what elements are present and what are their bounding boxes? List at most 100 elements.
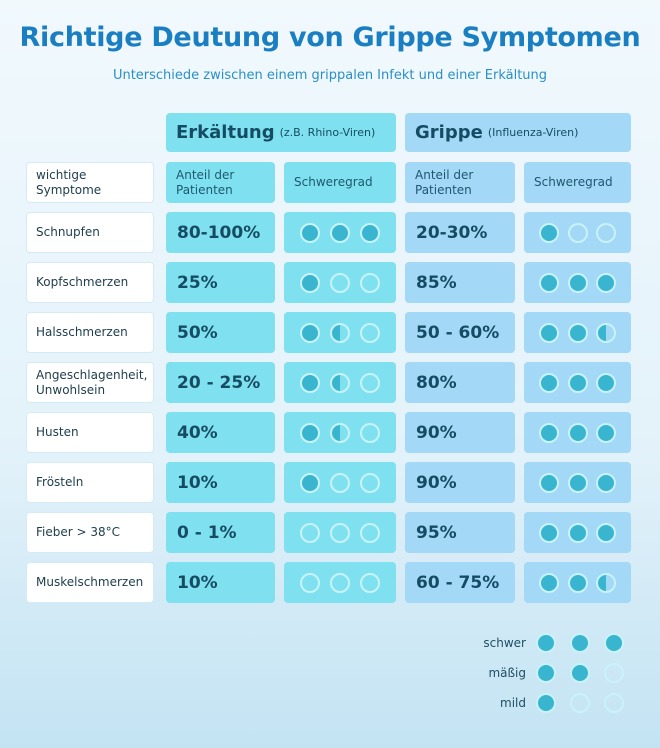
severity-dot-full <box>300 372 320 393</box>
cold-share: 25% <box>166 262 275 303</box>
severity-dot-full <box>538 322 559 343</box>
severity-dot-full <box>536 633 556 653</box>
header-flu-severity: Schweregrad <box>524 162 631 203</box>
severity-dot-full <box>567 572 588 593</box>
cold-share: 80-100% <box>166 212 275 253</box>
legend-dots <box>536 633 624 653</box>
flu-share: 85% <box>405 262 515 303</box>
severity-dot-full <box>536 693 556 713</box>
flu-share: 90% <box>405 462 515 503</box>
severity-dot-empty <box>360 272 380 293</box>
severity-dot-full <box>360 222 380 243</box>
severity-dot-full <box>596 422 617 443</box>
severity-dot-full <box>567 522 588 543</box>
severity-dot-full <box>570 663 590 683</box>
severity-dot-half <box>596 322 617 343</box>
severity-dot-full <box>567 472 588 493</box>
severity-dot-full <box>596 522 617 543</box>
severity-dot-full <box>536 663 556 683</box>
severity-dot-full <box>300 272 320 293</box>
severity-dot-empty <box>360 322 380 343</box>
legend-label: schwer <box>483 636 526 650</box>
flu-share: 20-30% <box>405 212 515 253</box>
cold-severity <box>284 462 396 503</box>
symptom-label: Husten <box>26 412 154 453</box>
header-cold-share: Anteil der Patienten <box>166 162 275 203</box>
header-flu-share: Anteil der Patienten <box>405 162 515 203</box>
severity-dot-empty <box>360 472 380 493</box>
flu-severity <box>524 212 631 253</box>
severity-dot-empty <box>330 472 350 493</box>
header-cold-name: Erkältung <box>176 122 275 143</box>
flu-share: 95% <box>405 512 515 553</box>
severity-dot-empty <box>567 222 588 243</box>
subtitle: Unterschiede zwischen einem grippalen In… <box>112 68 548 83</box>
symptom-label: Schnupfen <box>26 212 154 253</box>
severity-dot-empty <box>570 693 590 713</box>
severity-dot-full <box>567 272 588 293</box>
legend-label: mild <box>500 696 526 710</box>
severity-dot-full <box>596 272 617 293</box>
flu-share: 50 - 60% <box>405 312 515 353</box>
severity-dot-empty <box>596 222 617 243</box>
severity-dot-empty <box>604 693 624 713</box>
header-flu-name: Grippe <box>415 122 483 143</box>
severity-dot-full <box>538 372 559 393</box>
flu-severity <box>524 262 631 303</box>
severity-dot-full <box>567 322 588 343</box>
severity-dot-full <box>604 633 624 653</box>
cold-severity <box>284 362 396 403</box>
severity-dot-empty <box>360 522 380 543</box>
cold-share: 50% <box>166 312 275 353</box>
header-flu-note: (Influenza-Viren) <box>487 126 579 139</box>
cold-share: 20 - 25% <box>166 362 275 403</box>
flu-severity <box>524 412 631 453</box>
symptom-label: Fieber > 38°C <box>26 512 154 553</box>
flu-severity <box>524 312 631 353</box>
legend-dots <box>536 663 624 683</box>
cold-severity <box>284 562 396 603</box>
severity-dot-full <box>538 272 559 293</box>
cold-severity <box>284 262 396 303</box>
cold-severity <box>284 212 396 253</box>
severity-dot-full <box>538 572 559 593</box>
severity-dot-full <box>567 372 588 393</box>
header-cold-note: (z.B. Rhino-Viren) <box>279 126 376 139</box>
severity-dot-empty <box>330 572 350 593</box>
cold-severity <box>284 512 396 553</box>
severity-dot-empty <box>360 372 380 393</box>
severity-dot-full <box>567 422 588 443</box>
legend-dots <box>536 693 624 713</box>
severity-dot-empty <box>330 522 350 543</box>
cold-severity <box>284 412 396 453</box>
severity-dot-full <box>538 522 559 543</box>
legend-label: mäßig <box>488 666 526 680</box>
severity-dot-full <box>596 372 617 393</box>
cold-severity <box>284 312 396 353</box>
severity-dot-empty <box>300 572 320 593</box>
header-flu: Grippe (Influenza-Viren) <box>405 113 631 152</box>
severity-dot-half <box>330 322 350 343</box>
flu-severity <box>524 462 631 503</box>
severity-dot-half <box>330 372 350 393</box>
severity-dot-empty <box>330 272 350 293</box>
severity-dot-full <box>300 222 320 243</box>
flu-share: 80% <box>405 362 515 403</box>
symptom-label: Muskelschmerzen <box>26 562 154 603</box>
flu-severity <box>524 562 631 603</box>
severity-dot-full <box>596 472 617 493</box>
symptom-label: Angeschlagenheit, Unwohlsein <box>26 362 154 403</box>
symptom-label: Halsschmerzen <box>26 312 154 353</box>
severity-dot-full <box>538 222 559 243</box>
severity-dot-full <box>300 472 320 493</box>
severity-dot-full <box>300 422 320 443</box>
severity-dot-empty <box>360 572 380 593</box>
cold-share: 40% <box>166 412 275 453</box>
page-title: Richtige Deutung von Grippe Symptomen <box>19 22 641 53</box>
header-cold: Erkältung (z.B. Rhino-Viren) <box>166 113 396 152</box>
symptom-label: Frösteln <box>26 462 154 503</box>
severity-dot-half <box>596 572 617 593</box>
severity-dot-empty <box>604 663 624 683</box>
severity-dot-full <box>570 633 590 653</box>
severity-dot-empty <box>360 422 380 443</box>
